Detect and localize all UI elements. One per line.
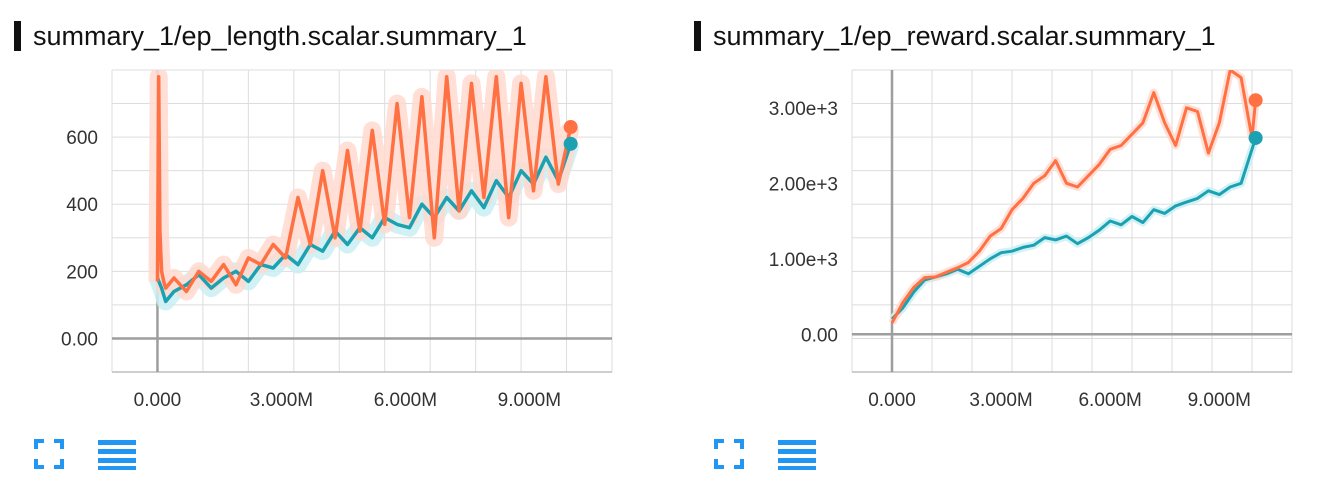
y-tick-label: 0.00 bbox=[801, 325, 838, 346]
fullscreen-icon bbox=[34, 439, 64, 469]
data-table-icon bbox=[98, 440, 136, 470]
y-tick-label: 600 bbox=[66, 128, 98, 149]
y-tick-label: 3.00e+3 bbox=[769, 99, 838, 120]
plot-area bbox=[888, 70, 1260, 325]
ep-length-chart[interactable]: 0.00 200 400 600 0.000 3.000M 6.000M 9.000M bbox=[0, 60, 640, 420]
fullscreen-button[interactable] bbox=[34, 439, 64, 474]
x-tick-label: 3.000M bbox=[969, 390, 1032, 411]
fullscreen-icon bbox=[714, 439, 744, 469]
chart-title-row: summary_1/ep_length.scalar.summary_1 bbox=[14, 20, 527, 52]
x-tick-label: 6.000M bbox=[374, 390, 437, 411]
ep-reward-chart[interactable]: 0.00 1.00e+3 2.00e+3 3.00e+3 0.000 3.000M 6.00… bbox=[680, 60, 1320, 420]
x-tick-label: 9.000M bbox=[498, 390, 561, 411]
y-tick-label: 200 bbox=[66, 262, 98, 283]
series-band-teal bbox=[889, 136, 1260, 322]
chart-actions bbox=[34, 438, 136, 475]
title-marker bbox=[14, 21, 21, 51]
x-tick-label: 0.000 bbox=[134, 390, 182, 411]
title-marker bbox=[694, 21, 701, 51]
chart-card-ep-length: summary_1/ep_length.scalar.summary_1 0.0… bbox=[0, 0, 640, 500]
series-end-point-orange bbox=[1248, 93, 1263, 108]
chart-title-row: summary_1/ep_reward.scalar.summary_1 bbox=[694, 20, 1216, 52]
series-line-orange bbox=[155, 74, 573, 294]
series-line-orange bbox=[890, 70, 1258, 324]
x-tick-label: 9.000M bbox=[1188, 390, 1251, 411]
x-tick-label: 0.000 bbox=[868, 390, 916, 411]
series-line-teal bbox=[890, 137, 1258, 321]
y-tick-label: 1.00e+3 bbox=[769, 250, 838, 271]
chart-actions bbox=[714, 438, 816, 475]
data-table-button[interactable] bbox=[98, 438, 136, 475]
y-tick-label: 400 bbox=[66, 195, 98, 216]
series-line-teal bbox=[155, 143, 573, 304]
y-tick-label: 2.00e+3 bbox=[769, 174, 838, 195]
series-end-point-teal bbox=[1248, 130, 1263, 145]
data-table-button[interactable] bbox=[778, 438, 816, 475]
y-tick-label: 0.00 bbox=[61, 329, 98, 350]
data-table-icon bbox=[778, 440, 816, 470]
plot-area bbox=[148, 70, 580, 311]
fullscreen-button[interactable] bbox=[714, 439, 744, 474]
x-tick-label: 6.000M bbox=[1078, 390, 1141, 411]
x-tick-label: 3.000M bbox=[250, 390, 313, 411]
series-end-point-orange bbox=[563, 120, 578, 135]
chart-card-ep-reward: summary_1/ep_reward.scalar.summary_1 0.0… bbox=[680, 0, 1320, 500]
chart-title: summary_1/ep_reward.scalar.summary_1 bbox=[713, 20, 1216, 51]
series-end-point-teal bbox=[563, 136, 578, 151]
chart-title: summary_1/ep_length.scalar.summary_1 bbox=[33, 20, 527, 51]
